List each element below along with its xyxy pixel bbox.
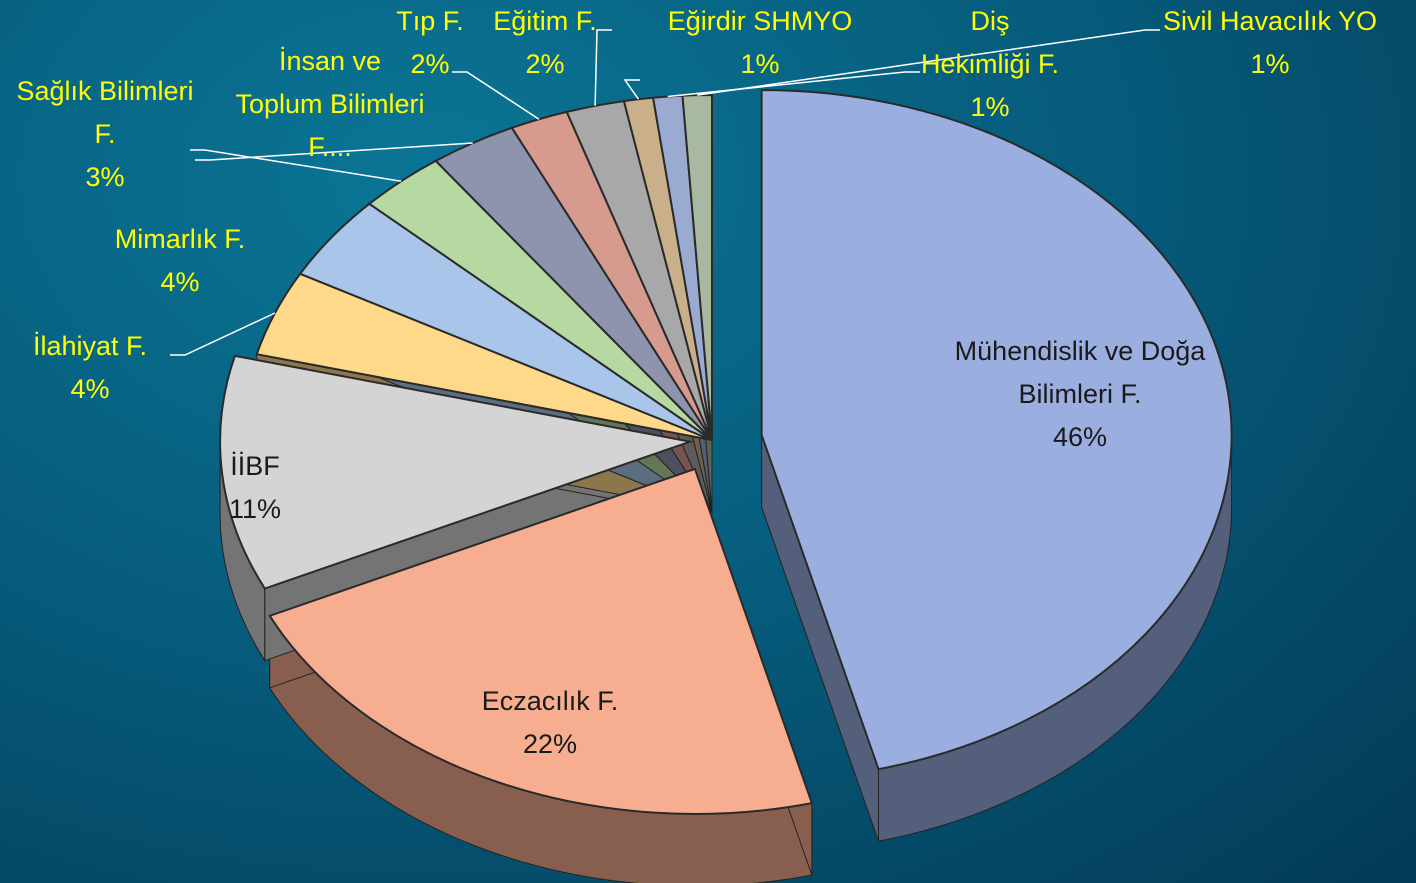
slice (219, 354, 694, 590)
value-label: 46% (1052, 422, 1108, 453)
data-label: İİBF 11% (215, 445, 295, 531)
category-label: Eğirdir SHMYO (667, 6, 853, 36)
leader-line (594, 29, 612, 106)
data-label: İnsan ve Toplum Bilimleri F.... (235, 40, 425, 170)
slice-tops (219, 88, 1233, 815)
value-label: 4% (70, 374, 110, 405)
data-label: Eğitim F. 2% (475, 0, 615, 86)
value-label: 4% (160, 267, 200, 298)
value-label: 2% (525, 49, 565, 80)
category-label: Sivil Havacılık YO (1162, 6, 1378, 36)
data-label: Sağlık Bilimleri F. 3% (10, 70, 200, 200)
slice (760, 88, 1233, 771)
data-label: Diş Hekimliği F. 1% (920, 0, 1060, 130)
leader-line (623, 79, 640, 100)
category-label: İnsan ve Toplum Bilimleri F.... (235, 46, 425, 163)
category-label: Tıp F. (396, 6, 464, 36)
leader-line (170, 312, 276, 356)
category-label: İlahiyat F. (32, 331, 148, 361)
leader-lines (170, 29, 1160, 356)
data-label: İlahiyat F. 4% (0, 325, 180, 411)
category-label: Diş Hekimliği F. (920, 6, 1060, 80)
category-label: Mühendislik ve Doğa Bilimleri F. (954, 336, 1206, 410)
value-label: 1% (740, 49, 780, 80)
value-label: 22% (522, 729, 578, 760)
slice-side (220, 441, 265, 661)
value-label: 3% (85, 162, 125, 193)
data-label: Mimarlık F. 4% (80, 218, 280, 304)
data-label: Sivil Havacılık YO 1% (1155, 0, 1385, 86)
value-label: 1% (1250, 49, 1290, 80)
leader-line (195, 142, 473, 161)
slice-side (878, 434, 1232, 842)
value-label: 2% (410, 49, 450, 80)
leader-line (452, 71, 540, 120)
category-label: İİBF (230, 451, 280, 481)
data-label: Mühendislik ve Doğa Bilimleri F. 46% (940, 330, 1220, 460)
data-label: Eğirdir SHMYO 1% (630, 0, 890, 86)
category-label: Eğitim F. (493, 6, 597, 36)
data-label: Eczacılık F. 22% (430, 680, 670, 766)
category-label: Mimarlık F. (114, 224, 246, 254)
slice (268, 467, 814, 815)
data-label: Tıp F. 2% (380, 0, 480, 86)
leader-line (190, 149, 402, 182)
category-label: Sağlık Bilimleri F. (16, 76, 194, 150)
slice-side (269, 615, 812, 883)
category-label: Eczacılık F. (481, 686, 619, 716)
value-label: 11% (228, 494, 282, 525)
leader-line (697, 29, 1160, 96)
value-label: 1% (970, 92, 1010, 123)
slice-side (761, 434, 879, 842)
